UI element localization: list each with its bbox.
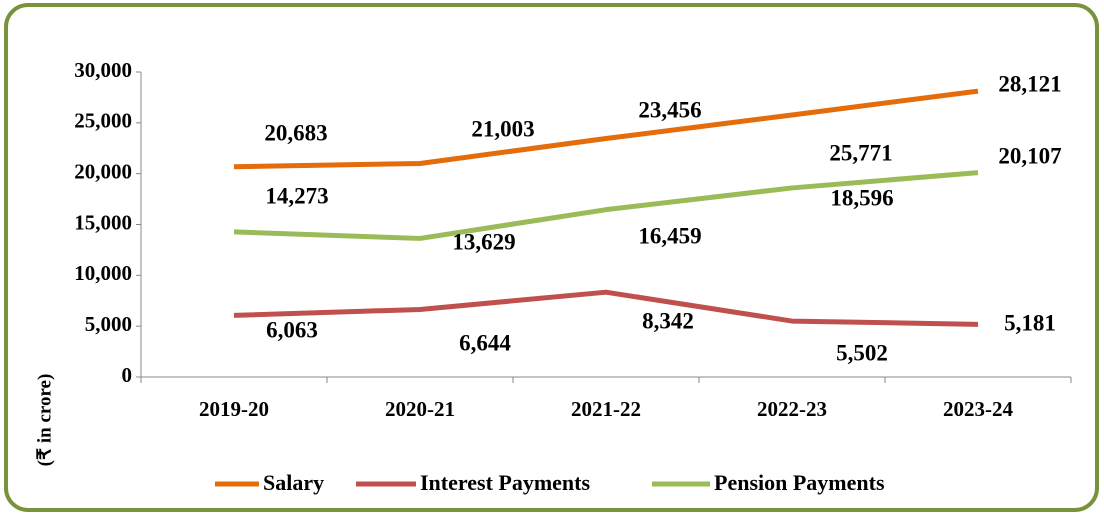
x-tick-label: 2023-24 (943, 397, 1013, 421)
x-tick-label: 2022-23 (757, 397, 827, 421)
x-tick-label: 2020-21 (385, 397, 455, 421)
data-label: 23,456 (638, 97, 701, 122)
series-line (233, 88, 979, 170)
y-tick-label: 10,000 (74, 261, 132, 285)
frame (4, 3, 1099, 512)
legend-label: Pension Payments (714, 470, 885, 495)
series-line (233, 170, 979, 241)
x-tick-label: 2019-20 (199, 397, 269, 421)
y-tick-label: 25,000 (74, 109, 132, 133)
y-tick-label: 0 (122, 363, 133, 387)
data-label: 8,342 (642, 308, 694, 333)
data-label: 25,771 (829, 140, 892, 165)
legend-label: Salary (263, 470, 324, 495)
x-tick-label: 2021-22 (571, 397, 641, 421)
y-tick-label: 30,000 (74, 58, 132, 82)
series-line (233, 289, 979, 327)
data-label: 14,273 (265, 183, 328, 208)
data-label: 6,644 (459, 330, 511, 355)
data-label: 5,502 (836, 340, 888, 365)
data-label: 13,629 (452, 229, 515, 254)
y-tick-label: 5,000 (85, 312, 132, 336)
data-label: 28,121 (998, 71, 1061, 96)
data-label: 20,683 (264, 120, 327, 145)
data-label: 16,459 (638, 223, 701, 248)
legend-label: Interest Payments (420, 470, 590, 495)
data-label: 21,003 (471, 116, 534, 141)
y-axis-label: (₹ in crore) (34, 374, 55, 467)
data-label: 6,063 (266, 317, 318, 342)
data-label: 18,596 (830, 185, 893, 210)
data-label: 5,181 (1004, 310, 1056, 335)
data-label: 20,107 (998, 143, 1061, 168)
y-tick-label: 20,000 (74, 159, 132, 183)
y-tick-label: 15,000 (74, 210, 132, 234)
